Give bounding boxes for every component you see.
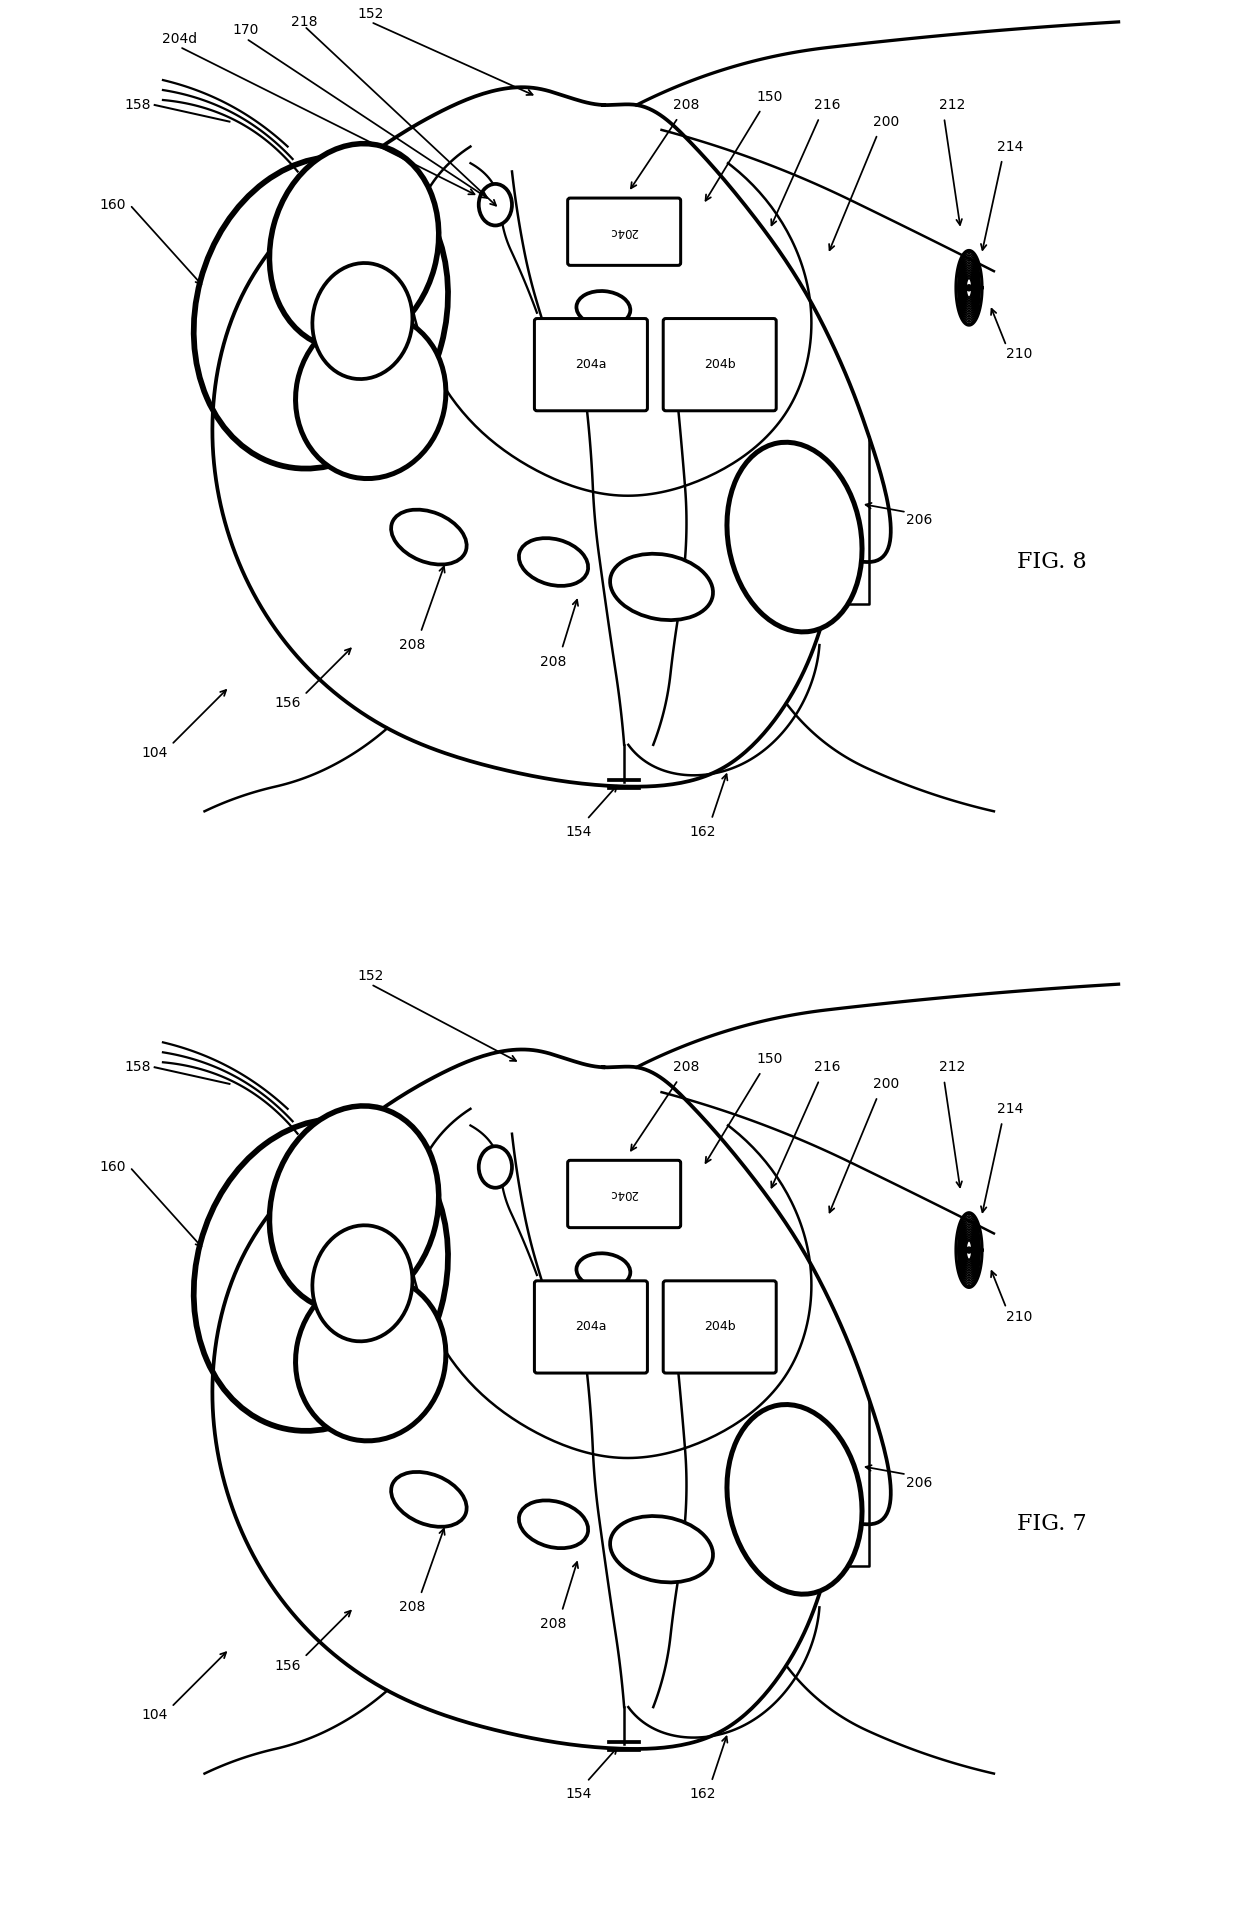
Text: 156: 156	[274, 1658, 301, 1673]
Text: 104: 104	[141, 746, 167, 760]
Text: 154: 154	[565, 1787, 591, 1802]
Text: 212: 212	[939, 1061, 966, 1075]
Text: 154: 154	[565, 825, 591, 839]
Text: 204b: 204b	[704, 359, 735, 370]
Text: 204c: 204c	[610, 225, 639, 238]
Ellipse shape	[391, 1472, 466, 1528]
Ellipse shape	[727, 1405, 862, 1595]
Text: 200: 200	[873, 1077, 899, 1090]
Text: FIG. 7: FIG. 7	[1017, 1514, 1087, 1535]
Text: 208: 208	[673, 1061, 699, 1075]
Text: 212: 212	[939, 98, 966, 111]
Text: 206: 206	[906, 514, 932, 528]
Text: 206: 206	[906, 1476, 932, 1489]
FancyBboxPatch shape	[663, 319, 776, 411]
Text: 158: 158	[125, 1061, 151, 1075]
Text: 104: 104	[141, 1708, 167, 1723]
Ellipse shape	[295, 313, 446, 478]
Text: 150: 150	[756, 1052, 782, 1065]
Text: 216: 216	[815, 1061, 841, 1075]
FancyBboxPatch shape	[663, 1280, 776, 1374]
Ellipse shape	[269, 1105, 439, 1311]
Text: 200: 200	[873, 115, 899, 129]
Ellipse shape	[610, 1516, 713, 1583]
Text: 208: 208	[541, 1618, 567, 1631]
Circle shape	[966, 284, 972, 292]
Text: 150: 150	[756, 90, 782, 104]
Text: 208: 208	[399, 639, 425, 652]
Ellipse shape	[577, 1253, 630, 1288]
FancyBboxPatch shape	[568, 1161, 681, 1228]
Text: 214: 214	[997, 140, 1024, 154]
Text: 208: 208	[673, 98, 699, 111]
Ellipse shape	[727, 441, 862, 631]
Ellipse shape	[312, 1226, 413, 1341]
Ellipse shape	[312, 263, 413, 380]
Text: 210: 210	[1006, 1309, 1032, 1324]
Ellipse shape	[269, 144, 439, 349]
Text: 204c: 204c	[610, 1188, 639, 1201]
Text: 210: 210	[1006, 347, 1032, 361]
Text: FIG. 8: FIG. 8	[1017, 551, 1087, 574]
Text: 162: 162	[689, 1787, 717, 1802]
Ellipse shape	[295, 1276, 446, 1441]
Ellipse shape	[518, 1501, 588, 1549]
Text: 218: 218	[291, 15, 317, 29]
Circle shape	[966, 1247, 972, 1253]
Text: 152: 152	[357, 6, 384, 21]
Text: 160: 160	[100, 198, 126, 211]
Ellipse shape	[577, 292, 630, 326]
FancyBboxPatch shape	[534, 319, 647, 411]
Text: 204d: 204d	[162, 31, 197, 46]
Text: 216: 216	[815, 98, 841, 111]
Ellipse shape	[479, 1146, 512, 1188]
Text: 160: 160	[100, 1159, 126, 1174]
Ellipse shape	[518, 537, 588, 585]
Text: 204a: 204a	[575, 359, 606, 370]
Ellipse shape	[610, 555, 713, 620]
Text: 152: 152	[357, 969, 384, 983]
FancyBboxPatch shape	[568, 198, 681, 265]
Ellipse shape	[479, 184, 512, 225]
Text: 204a: 204a	[575, 1320, 606, 1334]
Text: 170: 170	[233, 23, 259, 36]
Text: 204b: 204b	[704, 1320, 735, 1334]
Text: 158: 158	[125, 98, 151, 111]
Ellipse shape	[391, 510, 466, 564]
Text: 208: 208	[541, 654, 567, 668]
Text: 214: 214	[997, 1102, 1024, 1115]
Text: 156: 156	[274, 697, 301, 710]
Text: 162: 162	[689, 825, 717, 839]
FancyBboxPatch shape	[534, 1280, 647, 1374]
Text: 208: 208	[399, 1600, 425, 1614]
